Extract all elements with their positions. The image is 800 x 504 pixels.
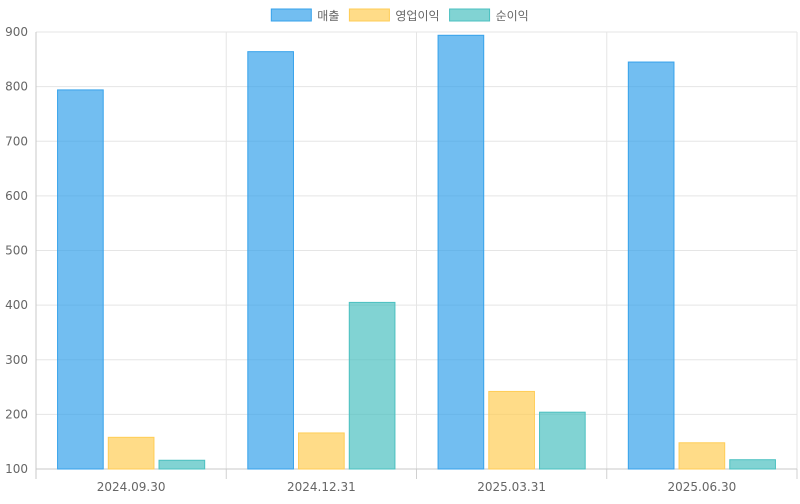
legend-label: 영업이익 (395, 9, 439, 23)
legend-label: 순이익 (496, 9, 529, 23)
bar-2-0[interactable] (158, 459, 206, 470)
y-tick-label: 700 (5, 134, 28, 148)
bar-1-1[interactable] (298, 432, 345, 470)
y-tick-label: 500 (5, 244, 28, 258)
x-tick-label: 2024.09.30 (97, 480, 166, 494)
y-tick-label: 900 (5, 25, 28, 39)
x-tick-label: 2025.03.31 (477, 480, 546, 494)
y-tick-label: 300 (5, 353, 28, 367)
bar-2-2[interactable] (539, 411, 586, 470)
bar-1-0[interactable] (107, 436, 155, 470)
y-axis: 100 200 300 400 500 600 700 800 900 (5, 25, 37, 479)
bar-series (57, 34, 776, 470)
legend-item-1[interactable]: 영업이익 (348, 8, 440, 23)
bar-2-3[interactable] (729, 459, 776, 470)
legend-item-2[interactable]: 순이익 (449, 8, 529, 23)
y-tick-label: 200 (5, 407, 28, 421)
chart-grid (35, 31, 798, 479)
y-tick-label: 100 (5, 462, 28, 476)
y-tick-label: 400 (5, 298, 28, 312)
legend-swatch (449, 8, 491, 22)
x-tick-label: 2024.12.31 (287, 480, 356, 494)
legend-item-0[interactable]: 매출 (270, 8, 339, 23)
legend-swatch (270, 8, 312, 22)
x-tick-label: 2025.06.30 (668, 480, 737, 494)
legend-swatch (348, 8, 390, 22)
legend-label: 매출 (317, 9, 339, 23)
bar-0-3[interactable] (627, 61, 675, 470)
bar-0-2[interactable] (437, 34, 485, 470)
y-tick-label: 800 (5, 80, 28, 94)
bar-0-0[interactable] (57, 89, 104, 470)
bar-0-1[interactable] (247, 51, 294, 470)
y-tick-label: 600 (5, 189, 28, 203)
bar-1-2[interactable] (488, 390, 535, 470)
bar-2-1[interactable] (348, 301, 396, 470)
bar-1-3[interactable] (678, 442, 726, 470)
chart-legend: 매출 영업이익 순이익 (270, 8, 529, 23)
